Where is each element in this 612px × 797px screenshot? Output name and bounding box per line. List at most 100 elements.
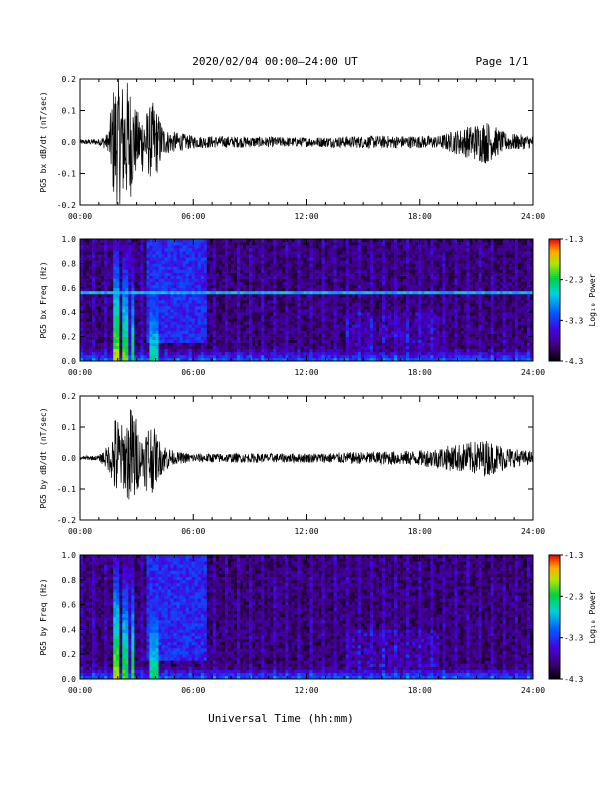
heatmap-cell	[433, 257, 436, 260]
heatmap-cell	[189, 349, 192, 352]
heatmap-cell	[346, 306, 349, 309]
heatmap-cell	[140, 334, 143, 337]
heatmap-cell	[421, 266, 424, 269]
heatmap-cell	[307, 334, 310, 337]
heatmap-cell	[116, 303, 119, 306]
heatmap-cell	[252, 340, 255, 343]
heatmap-cell	[146, 349, 149, 352]
heatmap-cell	[285, 312, 288, 315]
heatmap-cell	[279, 343, 282, 346]
heatmap-cell	[276, 257, 279, 260]
heatmap-cell	[282, 300, 285, 303]
heatmap-cell	[376, 355, 379, 358]
heatmap-cell	[442, 334, 445, 337]
heatmap-cell	[159, 340, 162, 343]
heatmap-cell	[400, 315, 403, 318]
heatmap-cell	[319, 321, 322, 324]
heatmap-cell	[361, 321, 364, 324]
heatmap-cell	[174, 315, 177, 318]
heatmap-cell	[125, 257, 128, 260]
heatmap-cell	[207, 266, 210, 269]
heatmap-cell	[119, 294, 122, 297]
heatmap-cell	[403, 279, 406, 282]
heatmap-cell	[394, 327, 397, 330]
heatmap-cell	[95, 337, 98, 340]
heatmap-cell	[358, 291, 361, 294]
heatmap-cell	[258, 260, 261, 263]
heatmap-cell	[210, 331, 213, 334]
heatmap-cell	[376, 242, 379, 245]
heatmap-cell	[388, 352, 391, 355]
heatmap-cell	[210, 309, 213, 312]
heatmap-cell	[92, 254, 95, 257]
heatmap-cell	[255, 312, 258, 315]
heatmap-cell	[331, 346, 334, 349]
heatmap-cell	[385, 306, 388, 309]
heatmap-cell	[198, 257, 201, 260]
heatmap-cell	[116, 254, 119, 257]
heatmap-cell	[86, 266, 89, 269]
heatmap-cell	[328, 309, 331, 312]
heatmap-cell	[258, 340, 261, 343]
heatmap-cell	[370, 254, 373, 257]
heatmap-cell	[122, 312, 125, 315]
heatmap-cell	[433, 245, 436, 248]
heatmap-cell	[270, 270, 273, 273]
heatmap-cell	[322, 303, 325, 306]
heatmap-cell	[104, 263, 107, 266]
heatmap-cell	[92, 349, 95, 352]
heatmap-cell	[131, 285, 134, 288]
heatmap-cell	[267, 315, 270, 318]
heatmap-cell	[297, 297, 300, 300]
heatmap-cell	[400, 306, 403, 309]
heatmap-cell	[310, 254, 313, 257]
heatmap-cell	[442, 324, 445, 327]
heatmap-cell	[113, 279, 116, 282]
heatmap-cell	[134, 321, 137, 324]
heatmap-cell	[325, 306, 328, 309]
heatmap-cell	[373, 282, 376, 285]
heatmap-cell	[391, 257, 394, 260]
heatmap-cell	[282, 279, 285, 282]
heatmap-cell	[340, 266, 343, 269]
heatmap-cell	[403, 331, 406, 334]
heatmap-cell	[445, 294, 448, 297]
heatmap-cell	[228, 306, 231, 309]
heatmap-cell	[237, 312, 240, 315]
heatmap-cell	[249, 352, 252, 355]
heatmap-cell	[310, 270, 313, 273]
heatmap-cell	[162, 254, 165, 257]
heatmap-cell	[382, 291, 385, 294]
heatmap-cell	[297, 337, 300, 340]
heatmap-cell	[89, 324, 92, 327]
heatmap-cell	[409, 285, 412, 288]
heatmap-cell	[436, 279, 439, 282]
heatmap-cell	[276, 251, 279, 254]
heatmap-cell	[355, 321, 358, 324]
heatmap-cell	[421, 297, 424, 300]
heatmap-cell	[361, 309, 364, 312]
heatmap-cell	[319, 343, 322, 346]
heatmap-cell	[216, 327, 219, 330]
heatmap-cell	[346, 334, 349, 337]
heatmap-cell	[421, 321, 424, 324]
heatmap-cell	[349, 340, 352, 343]
heatmap-cell	[279, 254, 282, 257]
heatmap-cell	[246, 266, 249, 269]
heatmap-cell	[282, 349, 285, 352]
heatmap-cell	[300, 285, 303, 288]
heatmap-cell	[92, 279, 95, 282]
heatmap-cell	[240, 355, 243, 358]
heatmap-cell	[294, 318, 297, 321]
heatmap-cell	[98, 285, 101, 288]
heatmap-cell	[322, 291, 325, 294]
heatmap-cell	[364, 303, 367, 306]
heatmap-cell	[89, 334, 92, 337]
heatmap-cell	[92, 343, 95, 346]
heatmap-cell	[156, 324, 159, 327]
heatmap-cell	[382, 309, 385, 312]
heatmap-cell	[201, 315, 204, 318]
heatmap-cell	[285, 270, 288, 273]
heatmap-cell	[334, 318, 337, 321]
heatmap-cell	[445, 282, 448, 285]
